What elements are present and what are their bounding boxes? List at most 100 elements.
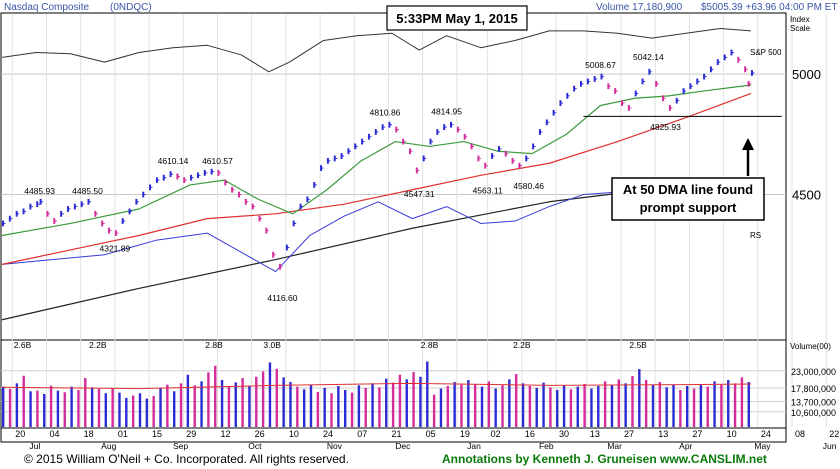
volume-tick-label: 23,000,000 [791, 367, 836, 377]
volume-bar [515, 374, 518, 427]
price-label: 4116.60 [267, 293, 297, 303]
month-label: Feb [539, 441, 554, 451]
volume-bar [214, 365, 217, 427]
price-panel [0, 12, 787, 341]
volume-bar [234, 382, 237, 427]
volume-ma-line [1, 382, 751, 390]
price-readout: $5005.39 +63.96 04:00 PM ET [701, 2, 838, 13]
annotation-box [611, 177, 765, 221]
timestamp-box [386, 5, 528, 31]
volume-bar [665, 387, 668, 427]
volume-bar [159, 387, 162, 427]
annotation-arrow [742, 138, 754, 176]
chart-labels: 4485.93 4485.50 4321.89 4610.14 4610.57 4116.… [14, 52, 681, 350]
volume-bar [583, 384, 586, 427]
price-bars [2, 49, 755, 270]
volume-bar [131, 395, 135, 427]
week-tick-label: 13 [658, 429, 668, 439]
volume-bar [610, 385, 614, 427]
volume-bar [173, 391, 176, 427]
week-tick-label: 02 [491, 429, 501, 439]
week-tick-label: 16 [525, 429, 535, 439]
volume-bar [453, 382, 456, 427]
volume-bars [1, 361, 751, 427]
volume-bar [90, 387, 94, 427]
volume-axis-title: Volume(00) [790, 342, 831, 351]
volume-bar [528, 385, 532, 427]
volume-bar [378, 387, 381, 427]
volume-bar [494, 388, 497, 427]
volume-bar [43, 393, 46, 427]
volume-bar [193, 385, 196, 427]
price-label: 4485.93 [24, 186, 55, 196]
volume-bar [419, 376, 422, 427]
volume-bar [597, 385, 600, 427]
volume-bar [603, 381, 607, 427]
week-tick-label: 27 [692, 429, 702, 439]
week-tick-label: 18 [84, 429, 94, 439]
volume-tick-label: 17,800,000 [791, 384, 836, 394]
volume-bar [77, 389, 80, 427]
volume-bar [556, 389, 559, 427]
month-label: Jan [467, 441, 481, 451]
copyright: © 2015 William O'Neil + Co. Incorporated… [24, 452, 349, 466]
week-tick-label: 05 [426, 429, 436, 439]
month-label: Nov [327, 441, 343, 451]
volume-bar [357, 385, 361, 427]
price-label: 4321.89 [99, 243, 130, 253]
volume-bar [713, 381, 716, 427]
week-tick-label: 01 [118, 429, 128, 439]
volume-bar [282, 377, 285, 427]
volume-bar [624, 383, 627, 427]
volume-tick-label: 13,700,000 [791, 398, 836, 408]
volume-bar [638, 369, 641, 427]
volume-bar [651, 384, 655, 427]
week-tick-label: 30 [559, 429, 569, 439]
volume-bar [275, 368, 278, 427]
volume-bar [337, 385, 340, 427]
volume-bar [432, 394, 436, 427]
month-label: Sep [173, 441, 188, 451]
week-tick-label: 22 [829, 429, 839, 439]
volume-bar [460, 384, 463, 427]
week-tick-label: 10 [289, 429, 299, 439]
week-tick-label: 15 [152, 429, 162, 439]
volume-bar [364, 387, 367, 427]
volume-bar [145, 398, 149, 427]
volume-bar [138, 393, 142, 427]
volume-bar [385, 378, 388, 427]
volume-bar [152, 395, 155, 427]
price-tick-label: 4500 [792, 188, 821, 203]
price-label: 5042.14 [633, 52, 664, 62]
index-symbol: (0NDQC) [110, 2, 152, 13]
volume-bar [84, 378, 87, 427]
volume-bar [350, 392, 354, 427]
volume-bar [508, 379, 511, 427]
volume-bar [692, 388, 696, 427]
ma200-line [1, 92, 752, 265]
volume-bar [302, 389, 306, 427]
price-label: 4610.57 [202, 156, 233, 166]
volume-bar [521, 383, 525, 427]
annotation-line-2: prompt support [640, 200, 737, 215]
volume-bar [733, 383, 737, 427]
price-label: 5008.67 [585, 60, 616, 70]
volume-bar [644, 380, 648, 427]
annotation-line-1: At 50 DMA line found [623, 182, 753, 197]
price-label: 4547.31 [404, 189, 435, 199]
volume-bar [426, 361, 429, 427]
volume-bar [309, 384, 313, 427]
price-label: 4563.11 [473, 185, 503, 195]
price-label: 4810.86 [370, 108, 401, 118]
volume-bar [207, 372, 210, 427]
volume-bar [179, 383, 183, 427]
price-label: 4814.95 [431, 107, 462, 117]
volume-bar [323, 387, 326, 427]
volume-label: 2.8B [205, 340, 223, 350]
month-label: Aug [101, 441, 116, 451]
volume-bar [200, 381, 203, 427]
volume-label: 2.2B [513, 340, 531, 350]
price-label: 4580.46 [513, 181, 544, 191]
volume-bar [412, 372, 415, 427]
